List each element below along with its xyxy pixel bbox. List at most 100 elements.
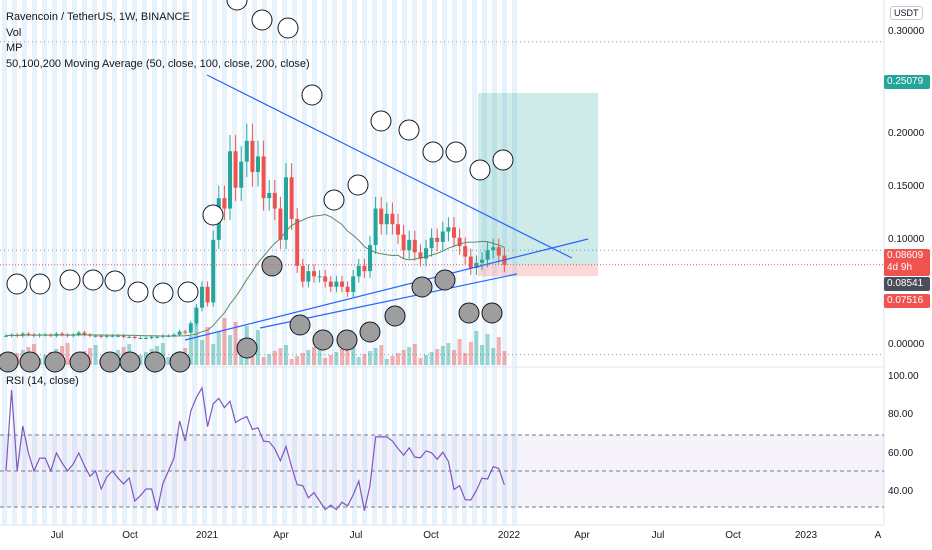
session-stripe: [332, 0, 337, 525]
session-stripe: [242, 0, 247, 525]
candle-body: [474, 262, 479, 269]
candle-body: [351, 276, 356, 292]
filled-marker: [169, 351, 191, 373]
volume-legend[interactable]: Vol: [6, 27, 22, 39]
rsi-line: [5, 386, 505, 511]
volume-bar: [289, 359, 294, 365]
volume-bar: [362, 354, 367, 365]
candle-body: [149, 336, 154, 338]
mp-legend[interactable]: MP: [6, 42, 23, 54]
candle-body: [457, 237, 462, 247]
hollow-marker: [6, 273, 28, 295]
session-stripe: [412, 0, 417, 525]
volume-bar: [424, 355, 428, 365]
volume-bar: [300, 353, 305, 365]
session-stripe: [222, 0, 227, 525]
currency-badge[interactable]: USDT: [890, 6, 923, 20]
candle-body: [429, 237, 434, 249]
candle-body: [278, 208, 283, 240]
volume-bar: [205, 327, 210, 365]
candle-body: [424, 248, 428, 259]
volume-bar: [368, 351, 372, 365]
x-tick-label: Oct: [725, 530, 741, 541]
candle-body: [110, 335, 115, 337]
moving-average-line: [5, 214, 505, 337]
volume-bar: [446, 343, 451, 365]
filled-marker: [312, 329, 334, 351]
volume-bar: [284, 345, 288, 365]
session-stripe: [162, 0, 167, 525]
candle-body: [317, 276, 322, 278]
candle-body: [452, 227, 456, 238]
hollow-marker: [277, 17, 299, 39]
candle-body: [144, 337, 148, 339]
volume-bar: [491, 348, 496, 365]
filled-marker: [434, 269, 456, 291]
candle-body: [155, 336, 160, 338]
volume-bar: [452, 350, 456, 365]
filled-marker: [236, 337, 258, 359]
candle-body: [200, 286, 204, 308]
candle-body: [250, 140, 255, 173]
x-tick-label: Apr: [273, 530, 289, 541]
volume-bar: [468, 342, 473, 365]
candle-body: [401, 234, 406, 251]
candle-body: [194, 307, 199, 324]
x-tick-label: Oct: [122, 530, 138, 541]
volume-bar: [345, 346, 350, 365]
hollow-marker: [202, 204, 224, 226]
session-stripe: [442, 0, 447, 525]
candle-body: [93, 335, 98, 337]
session-stripe: [112, 0, 117, 525]
candle-body: [440, 231, 445, 242]
volume-bar: [261, 357, 266, 365]
filled-marker: [289, 314, 311, 336]
session-stripe: [92, 0, 97, 525]
hollow-marker: [152, 282, 174, 304]
moving-average-legend[interactable]: 50,100,200 Moving Average (50, close, 10…: [6, 58, 310, 70]
rsi-tick-label: 80.00: [888, 409, 914, 420]
session-stripe: [122, 0, 127, 525]
candle-body: [373, 208, 378, 246]
volume-bar: [401, 350, 406, 365]
candle-body: [300, 265, 305, 282]
x-tick-label: Jul: [50, 530, 64, 541]
position-profit-zone: [478, 93, 598, 265]
session-stripe: [142, 0, 147, 525]
volume-bar: [65, 343, 70, 365]
filled-marker: [411, 276, 433, 298]
session-stripe: [82, 0, 87, 525]
candle-body: [272, 192, 277, 209]
volume-bar: [396, 353, 400, 365]
volume-bar: [334, 352, 339, 365]
candle-body: [82, 332, 87, 335]
candle-body: [384, 213, 389, 225]
volume-bar: [138, 355, 143, 365]
volume-bar: [496, 337, 501, 365]
hollow-marker: [492, 149, 514, 171]
last-price-value: 0.08609: [887, 250, 924, 261]
volume-bar: [323, 358, 328, 365]
filled-marker: [99, 351, 121, 373]
volume-bar: [418, 358, 423, 365]
y-tick-label: 0.00000: [888, 339, 925, 350]
rsi-legend[interactable]: RSI (14, close): [6, 375, 79, 387]
volume-bar: [200, 340, 204, 365]
hollow-marker: [59, 269, 81, 291]
volume-bar: [340, 349, 344, 365]
x-tick-label: Jul: [349, 530, 363, 541]
candle-body: [306, 271, 311, 282]
candle-body: [104, 335, 109, 337]
session-stripe: [322, 0, 327, 525]
session-stripe: [12, 0, 17, 525]
candle-body: [132, 336, 137, 338]
candle-body: [99, 335, 104, 337]
session-stripe: [452, 0, 457, 525]
x-tick-label: A: [874, 530, 882, 541]
chart-title: Ravencoin / TetherUS, 1W, BINANCE: [6, 11, 190, 23]
volume-bar: [306, 350, 311, 365]
volume-bar: [295, 356, 300, 365]
candle-body: [267, 192, 272, 199]
hollow-marker: [469, 159, 491, 181]
